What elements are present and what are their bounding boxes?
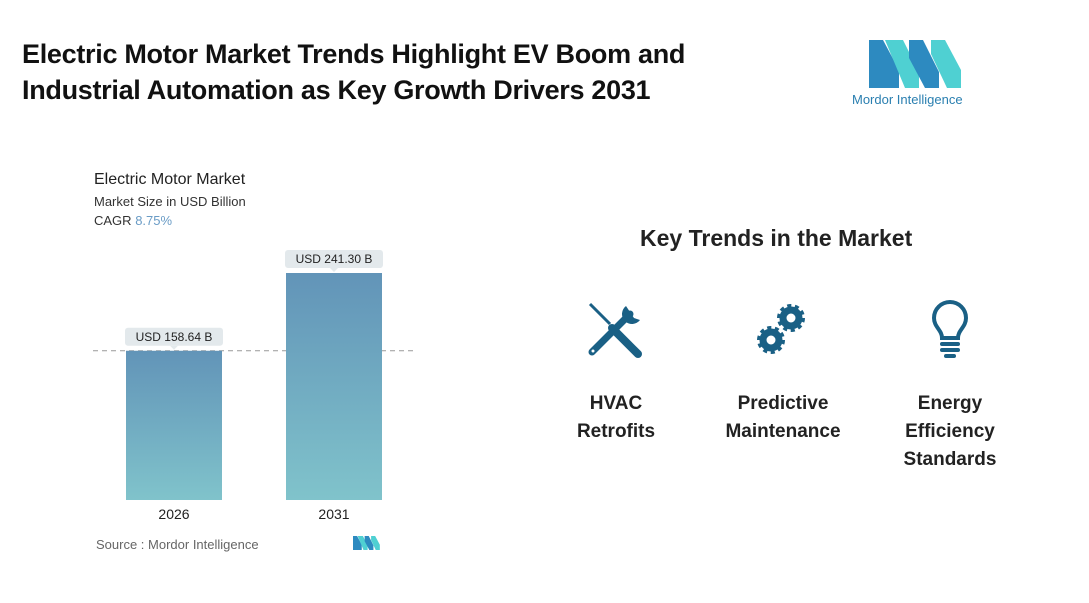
key-trends-heading: Key Trends in the Market xyxy=(640,225,913,251)
data-label-bg xyxy=(125,327,223,346)
chart-title: Electric Motor Market xyxy=(94,171,246,188)
data-label-pointer xyxy=(170,345,178,350)
source-logo-icon xyxy=(353,536,380,550)
trend-label: Standards xyxy=(903,449,997,470)
chart-subtitle: Market Size in USD Billion xyxy=(94,194,246,209)
x-tick-label: 2031 xyxy=(318,506,349,522)
trend-label: HVAC xyxy=(589,393,643,414)
trend-predictive-maintenance: Predictive Maintenance xyxy=(698,300,868,446)
wrench-screwdriver-icon xyxy=(588,302,642,358)
data-label-bg xyxy=(285,250,383,268)
cagr-label: CAGR xyxy=(94,213,132,228)
title-line-2: Industrial Automation as Key Growth Driv… xyxy=(22,75,651,105)
trend-energy-efficiency-standards: Energy Efficiency Standards xyxy=(865,300,1035,474)
trend-label: Efficiency xyxy=(905,421,995,442)
source: Source : Mordor Intelligence xyxy=(96,537,259,552)
trend-label: Energy xyxy=(917,393,983,414)
gears-icon xyxy=(757,304,805,354)
lightbulb-icon xyxy=(931,300,969,358)
data-label: USD 241.30 B xyxy=(296,252,373,266)
trend-hvac-retrofits: HVAC Retrofits xyxy=(531,300,701,446)
cagr-value: 8.75% xyxy=(135,213,173,228)
cagr: CAGR 8.75% xyxy=(94,213,172,228)
data-label: USD 158.64 B xyxy=(136,330,213,344)
trend-label: Retrofits xyxy=(576,421,656,442)
title-line-1: Electric Motor Market Trends Highlight E… xyxy=(22,39,686,69)
x-tick-label: 2026 xyxy=(158,506,189,522)
trend-label: Predictive xyxy=(737,393,829,414)
logo-text: Mordor Intelligence xyxy=(852,92,963,107)
page-title: Electric Motor Market Trends Highlight E… xyxy=(22,36,685,108)
data-label-pointer xyxy=(330,268,338,272)
bar-2031 xyxy=(286,273,382,500)
bar-2026 xyxy=(126,350,222,500)
trend-label: Maintenance xyxy=(725,421,841,442)
mordor-logo-icon xyxy=(869,40,961,88)
